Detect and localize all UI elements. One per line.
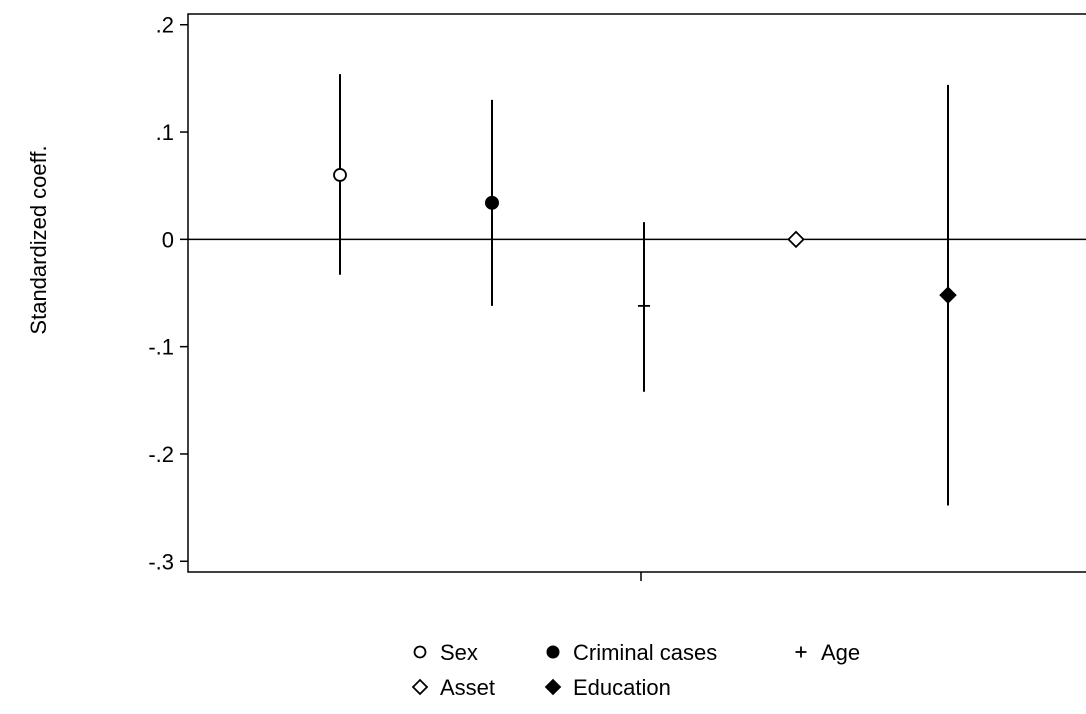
legend-marker-age	[795, 646, 807, 658]
legend-label-sex: Sex	[440, 640, 478, 665]
legend-label-age: Age	[821, 640, 860, 665]
legend: Sex Criminal cases Age Asset Education	[411, 640, 860, 700]
legend-label-education: Education	[573, 675, 671, 700]
legend-marker-asset	[411, 678, 429, 696]
point-age	[638, 299, 650, 312]
y-tick-label-5: -.3	[148, 549, 174, 574]
legend-marker-education	[544, 678, 562, 696]
point-education	[939, 286, 957, 304]
point-criminal-cases	[485, 195, 499, 210]
legend-marker-sex	[413, 645, 427, 659]
point-asset	[787, 230, 805, 249]
legend-marker-criminal-cases	[546, 645, 560, 659]
y-tick-label-0: .2	[156, 13, 174, 38]
plot-area: .2 .1 0 -.1 -.2 -.3	[148, 13, 1086, 581]
y-tick-label-4: -.2	[148, 442, 174, 467]
y-tick-label-1: .1	[156, 120, 174, 145]
y-tick-label-3: -.1	[148, 335, 174, 360]
y-tick-label-2: 0	[162, 227, 174, 252]
point-sex	[333, 168, 347, 182]
legend-label-asset: Asset	[440, 675, 495, 700]
legend-label-criminal-cases: Criminal cases	[573, 640, 717, 665]
y-axis-title: Standardized coeff.	[26, 145, 51, 334]
plot-frame	[187, 13, 1086, 573]
